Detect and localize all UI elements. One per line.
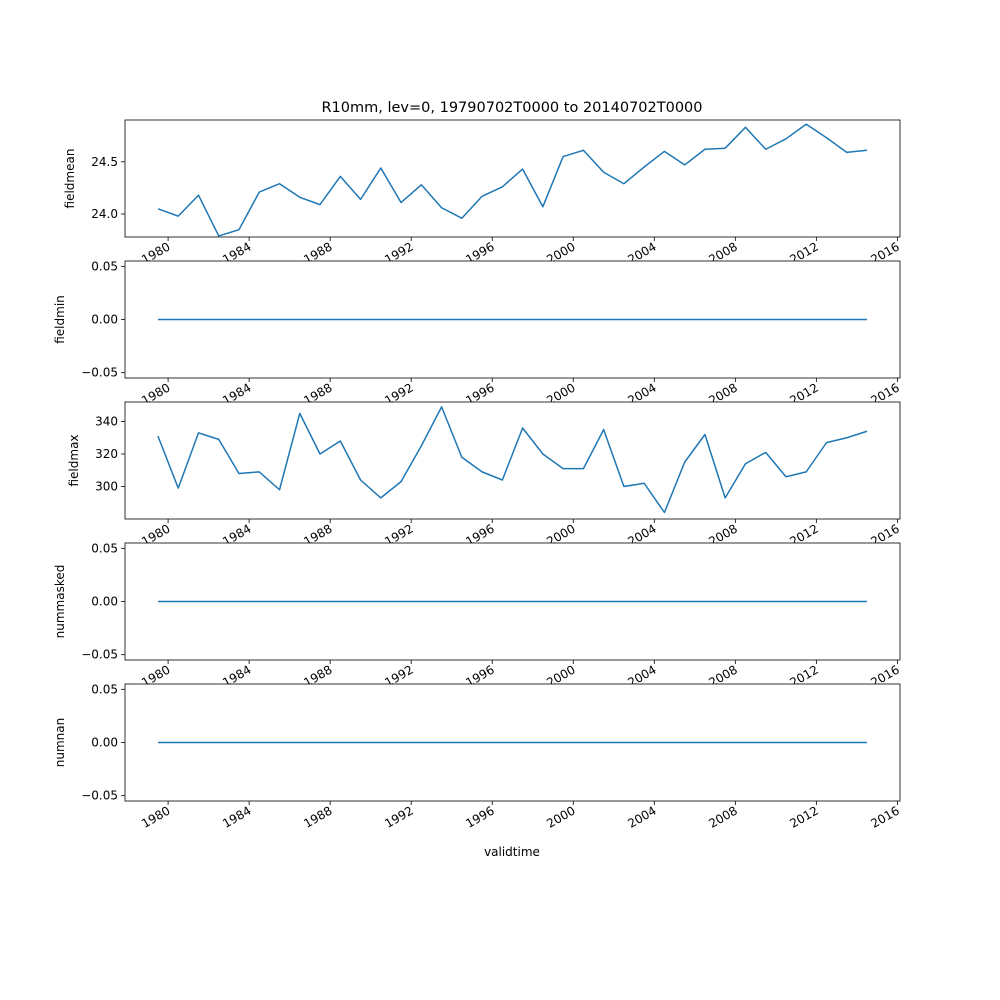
x-tick-label-numnan: 2000 [544, 803, 577, 830]
y-tick-label-nummasked: 0.05 [91, 541, 118, 555]
y-tick-label-numnan: −0.05 [81, 789, 118, 803]
y-tick-label-fieldmean: 24.5 [91, 155, 118, 169]
y-axis-label-nummasked: nummasked [53, 565, 67, 639]
axes-frame-nummasked [124, 542, 901, 661]
x-tick-label-numnan: 1996 [463, 803, 496, 830]
axes-frame-numnan [124, 683, 901, 802]
axes-frame-fieldmean [124, 119, 901, 238]
y-axis-label-fieldmean: fieldmean [63, 149, 77, 209]
x-tick-label-numnan: 2012 [787, 803, 820, 830]
chart-title: R10mm, lev=0, 19790702T0000 to 20140702T… [321, 100, 702, 116]
y-tick-label-nummasked: −0.05 [81, 648, 118, 662]
series-line-fieldmean [157, 123, 868, 237]
axes-frame-fieldmin [124, 260, 901, 379]
y-tick-label-fieldmax: 300 [95, 480, 118, 494]
y-axis-label-numnan: numnan [53, 718, 67, 767]
x-tick-label-numnan: 2008 [706, 803, 739, 830]
x-tick-label-numnan: 2016 [868, 803, 901, 830]
y-axis-label-fieldmin: fieldmin [53, 295, 67, 344]
y-tick-label-fieldmean: 24.0 [91, 207, 118, 221]
y-axis-label-fieldmax: fieldmax [67, 434, 81, 486]
x-tick-label-numnan: 1984 [220, 803, 253, 830]
subplots: 24.0 24.5 1980 1984 1988 1992 1996 2000 2004 2008… [53, 119, 902, 831]
axes-frame-fieldmax [124, 401, 901, 520]
y-tick-label-fieldmin: −0.05 [81, 366, 118, 380]
y-tick-label-numnan: 0.00 [91, 736, 118, 750]
y-tick-label-fieldmin: 0.05 [91, 259, 118, 273]
axes-face-fieldmax [125, 402, 900, 519]
x-tick-label-numnan: 2004 [625, 803, 658, 830]
y-tick-label-numnan: 0.05 [91, 682, 118, 696]
y-tick-label-fieldmin: 0.00 [91, 313, 118, 327]
x-tick-label-numnan: 1980 [139, 803, 172, 830]
y-tick-label-fieldmax: 340 [95, 415, 118, 429]
x-axis-label: validtime [484, 845, 540, 859]
x-tick-label-numnan: 1992 [382, 803, 415, 830]
y-tick-label-fieldmax: 320 [95, 447, 118, 461]
series-line-fieldmax [157, 406, 868, 514]
y-tick-label-nummasked: 0.00 [91, 595, 118, 609]
x-tick-label-numnan: 1988 [301, 803, 334, 830]
